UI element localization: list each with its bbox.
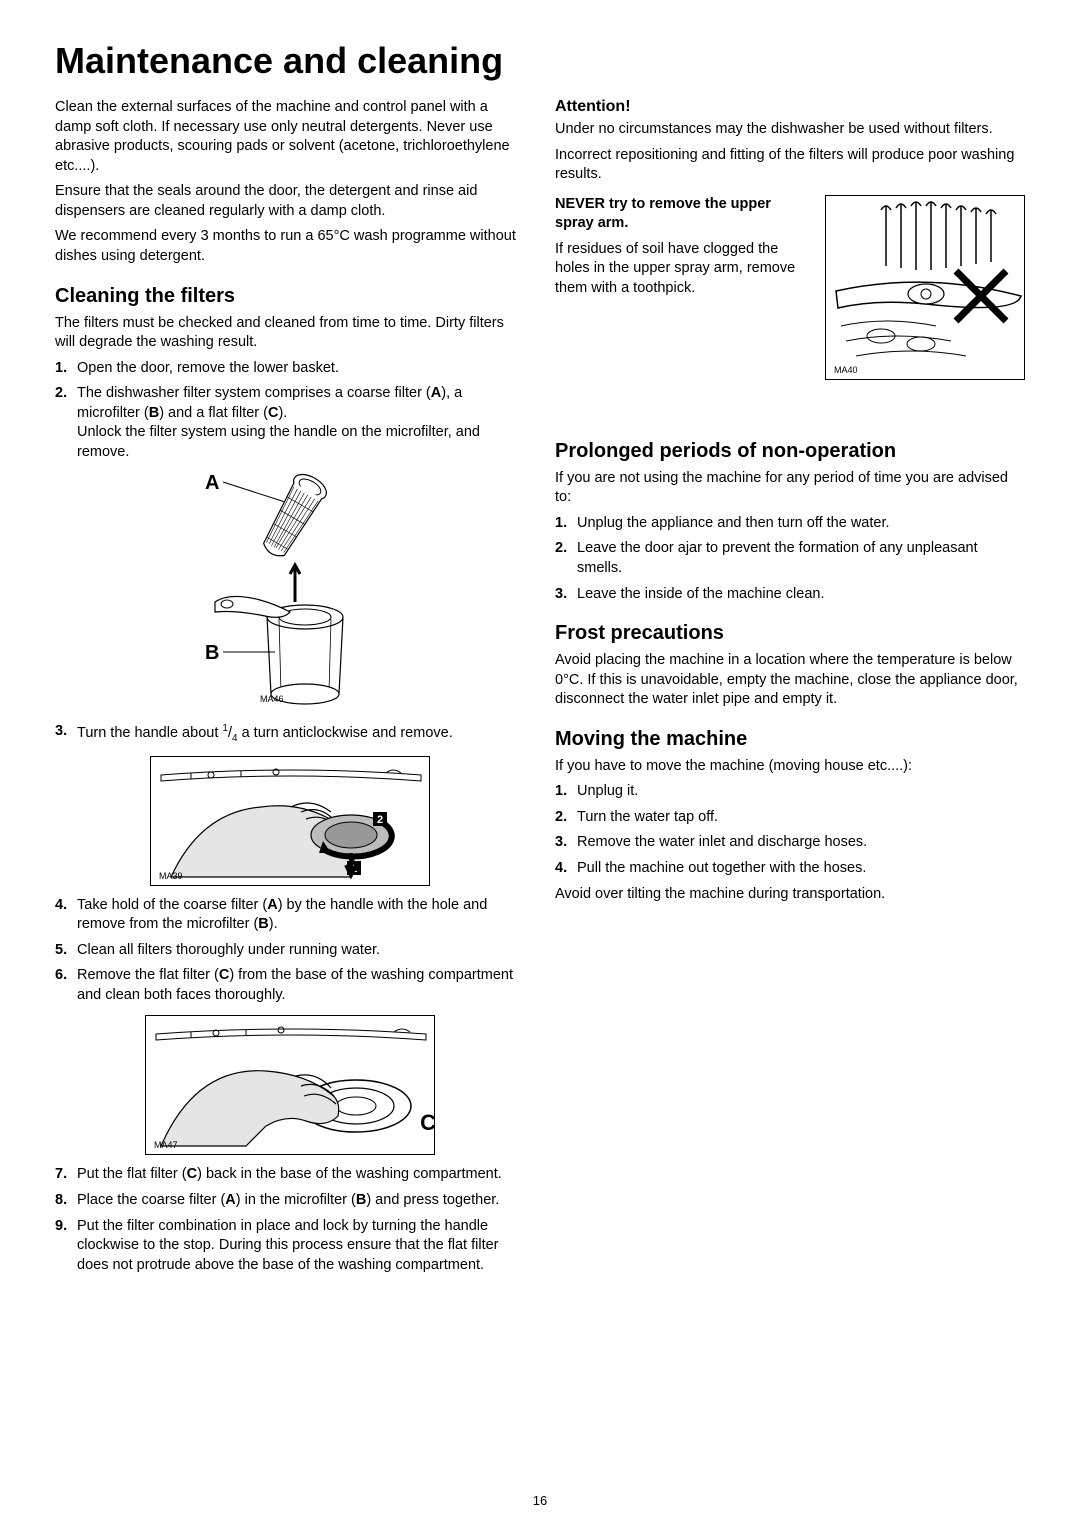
callout-c: C [420, 1110, 436, 1136]
step-2c: ) and a flat filter ( [159, 405, 268, 421]
never-remove-heading: NEVER try to remove the upper spray arm. [555, 195, 810, 234]
step-8-text: Place the coarse filter (A) in the micro… [77, 1192, 499, 1208]
step-3b: a turn anticlockwise and remove. [238, 725, 453, 741]
m-step-1: 1.Unplug it. [555, 782, 1025, 802]
intro-paragraph-1: Clean the external surfaces of the machi… [55, 98, 525, 176]
p-step-2: 2.Leave the door ajar to prevent the for… [555, 539, 1025, 578]
step-4-text: Take hold of the coarse filter (A) by th… [77, 897, 487, 933]
letter-a-s4: A [267, 897, 277, 913]
moving-outro: Avoid over tilting the machine during tr… [555, 885, 1025, 905]
cleaning-filters-heading: Cleaning the filters [55, 285, 525, 308]
p-step-3: 3.Leave the inside of the machine clean. [555, 585, 1025, 605]
right-column: Attention! Under no circumstances may th… [555, 98, 1025, 1281]
step-8: 8. Place the coarse filter (A) in the mi… [55, 1191, 525, 1211]
attention-heading: Attention! [555, 98, 1025, 116]
letter-c-s6: C [219, 967, 229, 983]
letter-b: B [149, 405, 159, 421]
callout-a: A [205, 472, 219, 495]
step-2d: ). [278, 405, 287, 421]
m-step-3: 3.Remove the water inlet and discharge h… [555, 833, 1025, 853]
step-5: 5.Clean all filters thoroughly under run… [55, 941, 525, 961]
page-title: Maintenance and cleaning [55, 40, 1025, 82]
svg-text:2: 2 [377, 814, 383, 826]
step-2-text: The dishwasher filter system comprises a… [77, 385, 480, 460]
step-5-text: Clean all filters thoroughly under runni… [77, 942, 380, 958]
m-step-2-text: Turn the water tap off. [577, 809, 718, 825]
letter-c-s7: C [187, 1166, 197, 1182]
p-step-2-text: Leave the door ajar to prevent the forma… [577, 540, 978, 576]
cleaning-steps-1-2: 1.Open the door, remove the lower basket… [55, 359, 525, 463]
flat-filter-icon [146, 1016, 436, 1156]
figure-label-ma47: MA47 [154, 1140, 178, 1150]
p-step-1: 1.Unplug the appliance and then turn off… [555, 514, 1025, 534]
step-4a: Take hold of the coarse filter ( [77, 897, 267, 913]
step-2e: Unlock the filter system using the handl… [77, 424, 480, 460]
step-9: 9.Put the filter combination in place an… [55, 1217, 525, 1276]
two-column-layout: Clean the external surfaces of the machi… [55, 98, 1025, 1281]
letter-b-s8: B [356, 1192, 366, 1208]
handle-turn-icon: 2 1 [151, 757, 431, 887]
left-column: Clean the external surfaces of the machi… [55, 98, 525, 1281]
step-4: 4. Take hold of the coarse filter (A) by… [55, 896, 525, 935]
attention-text-2: Incorrect repositioning and fitting of t… [555, 146, 1025, 185]
step-6a: Remove the flat filter ( [77, 967, 219, 983]
attention-text-1: Under no circumstances may the dishwashe… [555, 120, 1025, 140]
letter-b-s4: B [258, 916, 268, 932]
step-7: 7. Put the flat filter (C) back in the b… [55, 1165, 525, 1185]
step-3a: Turn the handle about [77, 725, 222, 741]
spray-arm-text: If residues of soil have clogged the hol… [555, 240, 810, 299]
prolonged-heading: Prolonged periods of non-operation [555, 440, 1025, 463]
step-7a: Put the flat filter ( [77, 1166, 187, 1182]
page-number: 16 [0, 1493, 1080, 1508]
step-3-text: Turn the handle about 1/4 a turn anticlo… [77, 725, 453, 741]
figure-ma46: A B [55, 472, 525, 712]
moving-heading: Moving the machine [555, 728, 1025, 751]
moving-steps: 1.Unplug it. 2.Turn the water tap off. 3… [555, 782, 1025, 878]
letter-c: C [268, 405, 278, 421]
step-6-text: Remove the flat filter (C) from the base… [77, 967, 513, 1003]
letter-a: A [431, 385, 441, 401]
intro-paragraph-2: Ensure that the seals around the door, t… [55, 182, 525, 221]
intro-paragraph-3: We recommend every 3 months to run a 65°… [55, 227, 525, 266]
step-2: 2. The dishwasher filter system comprise… [55, 384, 525, 462]
spray-arm-icon [826, 196, 1026, 381]
frost-heading: Frost precautions [555, 622, 1025, 645]
figure-label-ma40: MA40 [834, 365, 858, 375]
step-8c: ) and press together. [366, 1192, 499, 1208]
cleaning-steps-7-9: 7. Put the flat filter (C) back in the b… [55, 1165, 525, 1275]
prolonged-intro: If you are not using the machine for any… [555, 469, 1025, 508]
step-1-text: Open the door, remove the lower basket. [77, 360, 339, 376]
m-step-3-text: Remove the water inlet and discharge hos… [577, 834, 867, 850]
cleaning-filters-intro: The filters must be checked and cleaned … [55, 314, 525, 353]
figure-ma39: 2 1 MA39 [55, 756, 525, 886]
cleaning-steps-4-6: 4. Take hold of the coarse filter (A) by… [55, 896, 525, 1006]
filter-diagram-icon [165, 472, 415, 712]
step-4c: ). [269, 916, 278, 932]
m-step-4: 4.Pull the machine out together with the… [555, 859, 1025, 879]
step-8a: Place the coarse filter ( [77, 1192, 225, 1208]
spray-arm-block: NEVER try to remove the upper spray arm.… [555, 195, 1025, 380]
p-step-1-text: Unplug the appliance and then turn off t… [577, 515, 890, 531]
step-2a: The dishwasher filter system comprises a… [77, 385, 431, 401]
step-7b: ) back in the base of the washing compar… [197, 1166, 502, 1182]
letter-a-s8: A [225, 1192, 235, 1208]
step-8b: ) in the microfilter ( [236, 1192, 356, 1208]
figure-label-ma46: MA46 [260, 694, 284, 704]
m-step-4-text: Pull the machine out together with the h… [577, 860, 866, 876]
step-1: 1.Open the door, remove the lower basket… [55, 359, 525, 379]
prolonged-steps: 1.Unplug the appliance and then turn off… [555, 514, 1025, 604]
figure-label-ma39: MA39 [159, 871, 183, 881]
p-step-3-text: Leave the inside of the machine clean. [577, 586, 824, 602]
step-7-text: Put the flat filter (C) back in the base… [77, 1166, 502, 1182]
cleaning-step-3: 3. Turn the handle about 1/4 a turn anti… [55, 722, 525, 745]
step-9-text: Put the filter combination in place and … [77, 1218, 499, 1273]
callout-b: B [205, 642, 219, 665]
m-step-1-text: Unplug it. [577, 783, 638, 799]
step-6: 6. Remove the flat filter (C) from the b… [55, 966, 525, 1005]
frost-text: Avoid placing the machine in a location … [555, 651, 1025, 710]
m-step-2: 2.Turn the water tap off. [555, 808, 1025, 828]
step-3: 3. Turn the handle about 1/4 a turn anti… [55, 722, 525, 745]
figure-ma47: C MA47 [55, 1015, 525, 1155]
moving-intro: If you have to move the machine (moving … [555, 757, 1025, 777]
